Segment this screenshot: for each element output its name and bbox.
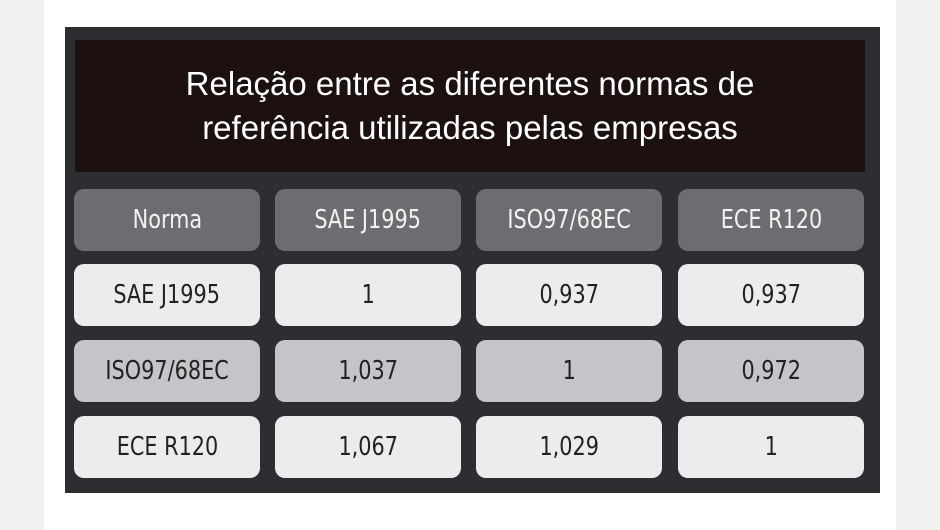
- table-cell: 0,937: [678, 264, 864, 326]
- cell-text: 1: [361, 280, 375, 310]
- cell-text: 1: [562, 356, 576, 386]
- table-cell: 1: [275, 264, 461, 326]
- cell-text: 1,037: [338, 356, 398, 386]
- table-cell: 0,972: [678, 340, 864, 402]
- title-line-2: referência utilizadas pelas empresas: [202, 109, 738, 146]
- row-label-cell: SAE J1995: [74, 264, 260, 326]
- table-cell: 1,037: [275, 340, 461, 402]
- cell-text: ISO97/68EC: [507, 205, 631, 235]
- table-title: Relação entre as diferentes normas de re…: [75, 40, 865, 172]
- row-label-cell: ISO97/68EC: [74, 340, 260, 402]
- table-cell: 0,937: [476, 264, 662, 326]
- table-cell: 1,029: [476, 416, 662, 478]
- title-line-1: Relação entre as diferentes normas de: [185, 65, 755, 102]
- cell-text: 0,937: [741, 280, 801, 310]
- table-cell: 1,067: [275, 416, 461, 478]
- header-cell: SAE J1995: [275, 189, 461, 251]
- table-cell: 1: [476, 340, 662, 402]
- header-cell: Norma: [74, 189, 260, 251]
- cell-text: 1: [764, 432, 778, 462]
- cell-text: Norma: [132, 205, 202, 235]
- header-cell: ISO97/68EC: [476, 189, 662, 251]
- row-label-cell: ECE R120: [74, 416, 260, 478]
- cell-text: SAE J1995: [113, 280, 221, 310]
- cell-text: 1,029: [539, 432, 599, 462]
- cell-text: 0,972: [741, 356, 801, 386]
- cell-text: ISO97/68EC: [105, 356, 229, 386]
- cell-text: 0,937: [539, 280, 599, 310]
- cell-text: ECE R120: [116, 432, 218, 462]
- table-cell: 1: [678, 416, 864, 478]
- cell-text: 1,067: [338, 432, 398, 462]
- header-cell: ECE R120: [678, 189, 864, 251]
- cell-text: SAE J1995: [314, 205, 422, 235]
- cell-text: ECE R120: [720, 205, 822, 235]
